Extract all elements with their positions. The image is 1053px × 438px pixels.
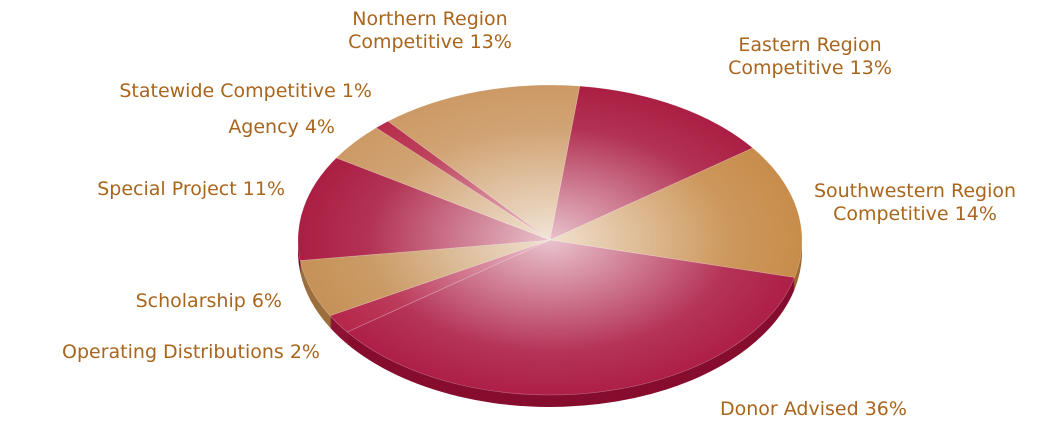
slice-label: Eastern Region Competitive 13% — [705, 34, 915, 80]
value-label: 11% — [242, 178, 285, 200]
value-label: 14% — [954, 203, 997, 225]
slice-label: Southwestern Region Competitive 14% — [800, 180, 1030, 226]
category-name: Eastern Region Competitive — [728, 34, 882, 79]
slice-label: Scholarship 6% — [0, 290, 282, 313]
slice-label: Operating Distributions 2% — [0, 341, 320, 364]
value-label: 4% — [304, 116, 335, 138]
category-name: Donor Advised — [720, 398, 859, 420]
value-label: 2% — [289, 341, 320, 363]
slice-label: Northern Region Competitive 13% — [330, 8, 530, 54]
category-name: Northern Region Competitive — [348, 8, 508, 53]
value-label: 13% — [469, 31, 512, 53]
category-name: Special Project — [97, 178, 237, 200]
slice-label: Special Project 11% — [0, 178, 285, 201]
category-name: Scholarship — [135, 290, 246, 312]
slice-label: Agency 4% — [0, 116, 335, 139]
value-label: 36% — [864, 398, 907, 420]
slice-label: Statewide Competitive 1% — [0, 80, 372, 103]
category-name: Operating Distributions — [62, 341, 284, 363]
category-name: Statewide Competitive — [119, 80, 336, 102]
value-label: 6% — [251, 290, 282, 312]
value-label: 13% — [849, 57, 892, 79]
category-name: Agency — [228, 116, 299, 138]
category-name: Southwestern Region Competitive — [813, 180, 1017, 225]
value-label: 1% — [341, 80, 372, 102]
slice-label: Donor Advised 36% — [720, 398, 980, 421]
